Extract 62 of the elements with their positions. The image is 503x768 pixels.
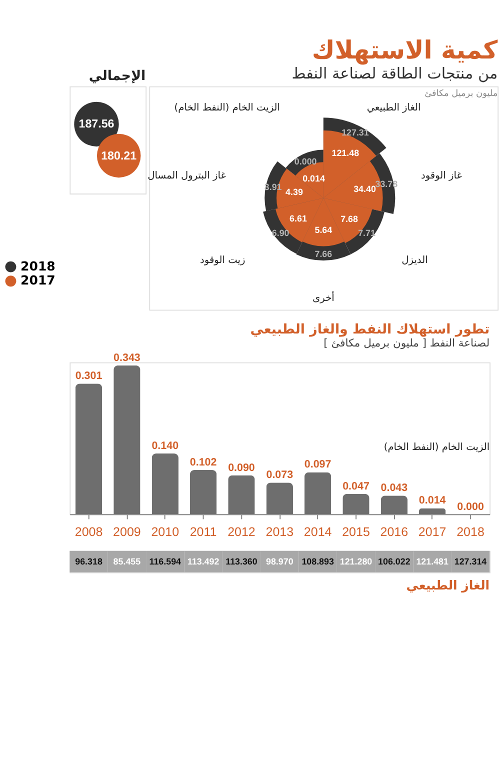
text: من منتجات الطاقة لصناعة النفط [292, 64, 498, 82]
data-label: 121.481 [416, 556, 448, 566]
chart-title: تطور استهلاك النفط والغاز الطبيعي [250, 322, 490, 338]
data-label: 6.61 [290, 214, 307, 224]
data-label: 7.66 [314, 248, 332, 259]
category-label: الديزل [402, 255, 428, 266]
category-label: الزيت الخام (النفط الخام) [174, 102, 280, 114]
x-tick-label: 2015 [342, 525, 370, 540]
x-tick-label: 2017 [418, 525, 446, 540]
data-label: 113.360 [226, 556, 258, 566]
x-tick-label: 2013 [266, 525, 294, 540]
data-label: 0.140 [152, 440, 179, 452]
data-label: 127.31 [342, 128, 369, 138]
data-label: 180.21 [101, 149, 138, 162]
x-tick-label: 2009 [113, 525, 141, 540]
category-label: غاز البترول المسال [148, 170, 226, 182]
data-label: 0.014 [418, 494, 446, 507]
data-label: 121.48 [332, 148, 360, 158]
legend-label: 2017 [20, 272, 56, 288]
data-label: 0.047 [342, 480, 370, 492]
x-tick-label: 2018 [456, 525, 484, 540]
data-label: 0.102 [190, 456, 217, 469]
data-label: 106.022 [378, 556, 410, 566]
data-label: 108.893 [302, 556, 334, 566]
legend-label: 2018 [20, 258, 56, 274]
data-label: 0.097 [304, 458, 332, 471]
x-tick-label: 2011 [190, 525, 217, 540]
data-label: 0.343 [114, 352, 140, 364]
chart-subtitle: لصناعة النفط [ مليون برميل مكافئ ] [324, 336, 490, 350]
data-label: 7.68 [340, 214, 358, 224]
text: كمية الاستهلاك [312, 36, 498, 66]
x-tick-label: 2008 [74, 525, 103, 540]
category-label: غاز الوقود [420, 170, 462, 182]
text: الزيت الخام (النفط الخام) [384, 442, 490, 453]
category-label: أخرى [312, 290, 335, 304]
x-tick-label: 2012 [228, 525, 256, 540]
data-label: 0.014 [302, 173, 325, 184]
data-label: 34.40 [354, 184, 376, 194]
data-label: 127.314 [454, 556, 487, 566]
data-label: 113.492 [187, 556, 220, 566]
data-label: 187.56 [78, 118, 115, 131]
data-label: 85.455 [113, 556, 141, 566]
data-label: 0.000 [294, 156, 317, 167]
data-label: 121.280 [340, 556, 372, 566]
data-label: 0.000 [457, 500, 484, 513]
data-label: 5.64 [314, 224, 332, 235]
data-label: 96.318 [75, 556, 102, 566]
data-label: 0.043 [380, 482, 408, 494]
data-label: 0.090 [228, 462, 255, 474]
data-label: 98.970 [266, 556, 294, 566]
x-tick-label: 2014 [304, 525, 332, 540]
data-label: 0.073 [266, 469, 294, 482]
data-label: 0.301 [75, 370, 102, 382]
x-tick-label: 2016 [380, 525, 408, 540]
category-label: زيت الوقود [200, 255, 246, 266]
text: مليون برميل مكافئ [424, 89, 498, 100]
x-tick-label: 2010 [151, 525, 180, 540]
data-label: 116.594 [149, 556, 182, 566]
text: الغاز الطبيعي [406, 577, 490, 594]
text: الإجمالي [88, 69, 146, 84]
data-label: 4.39 [286, 186, 303, 197]
category-label: الغاز الطبيعي [366, 102, 421, 114]
